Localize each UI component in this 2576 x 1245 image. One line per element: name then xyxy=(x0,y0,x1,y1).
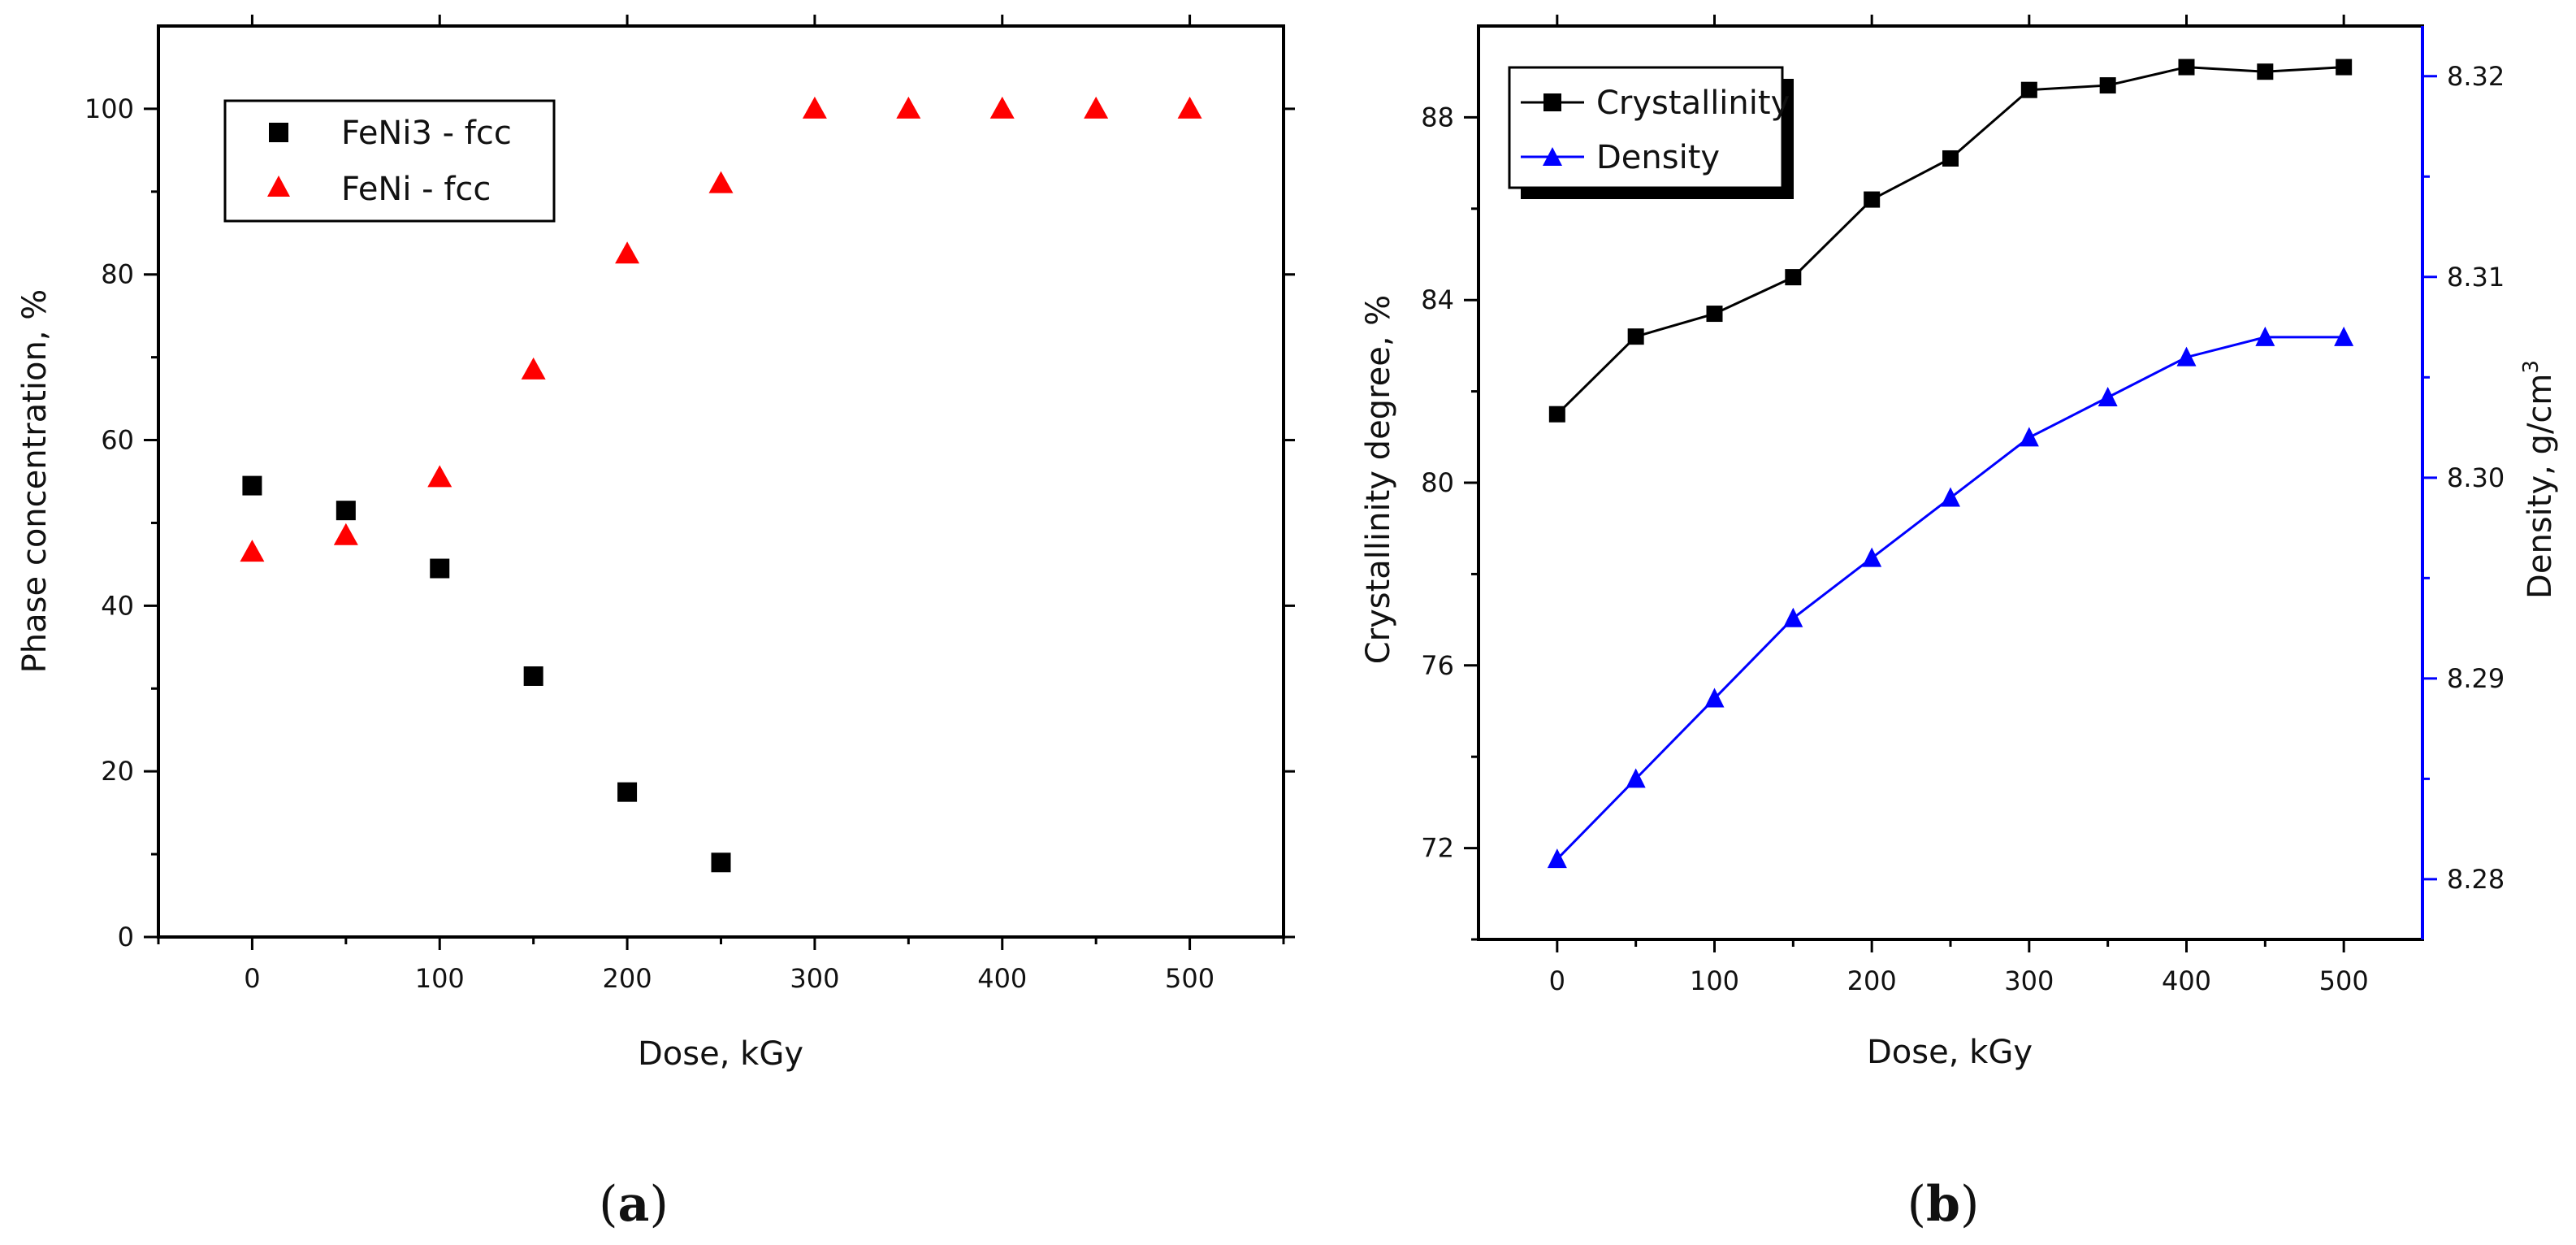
panel-b-legend-box xyxy=(1508,66,1784,189)
panel-b-legend-label-crystallinity: Crystallinity xyxy=(1596,85,1790,122)
panel-a-point-feni3 xyxy=(336,501,356,521)
panel-b-y-tick-label: 88 xyxy=(1421,102,1454,132)
panel-a-legend-label-feni3: FeNi3 - fcc xyxy=(341,115,512,152)
panel-b-point-crystallinity xyxy=(2020,81,2037,98)
panel-b-y2-tick-label: 8.31 xyxy=(2447,262,2505,293)
panel-b-y2-tick-label: 8.30 xyxy=(2447,462,2505,493)
panel-a-point-feni xyxy=(615,241,640,264)
panel-a-point-feni xyxy=(333,523,358,545)
panel-a-legend: FeNi3 - fcc FeNi - fcc xyxy=(223,99,556,223)
panel-b-point-crystallinity xyxy=(1942,150,1959,167)
panel-b-y-tick-label: 80 xyxy=(1421,467,1454,498)
panel-b-point-density xyxy=(1941,487,1960,507)
panel-a-y-tick-label: 0 xyxy=(118,922,134,952)
panel-a-y-axis-title: Phase concentration, % xyxy=(16,289,54,674)
panel-a-y-tick-label: 100 xyxy=(84,93,134,124)
panel-a-point-feni xyxy=(427,465,452,488)
panel-a-marks xyxy=(240,96,1202,873)
panel-b-point-crystallinity xyxy=(1627,328,1644,345)
panel-a-point-feni xyxy=(708,171,734,193)
panel-b-y2-tick-label: 8.28 xyxy=(2447,864,2505,895)
panel-b-y2-axis-title: Density, g/cm3 xyxy=(2519,360,2559,599)
panel-b-point-density xyxy=(1704,688,1725,708)
panel-b-y2-tick-label: 8.29 xyxy=(2447,663,2505,694)
panel-b-y-tick-label: 72 xyxy=(1421,833,1454,864)
panel-b-label-letter: b xyxy=(1926,1176,1960,1233)
panel-b-x-tick-label: 100 xyxy=(1690,965,1739,996)
panel-a-x-tick-label: 400 xyxy=(977,963,1027,994)
panel-a-legend-label-feni: FeNi - fcc xyxy=(341,171,491,208)
panel-b-y2-axis-title-text: Density, g/cm xyxy=(2522,374,2559,599)
panel-b-x-tick-label: 400 xyxy=(2162,965,2211,996)
panel-b-point-crystallinity xyxy=(1548,406,1565,423)
panel-b-x-tick-label: 300 xyxy=(2004,965,2054,996)
panel-a-label-letter: a xyxy=(618,1176,650,1233)
panel-a-label: (a) xyxy=(599,1176,669,1233)
panel-b-chart: 0 100 200 300 400 500 72 76 80 84 88 8.28 8.29 8.30 8.… xyxy=(1360,15,2559,1233)
panel-b-point-density xyxy=(2098,387,2118,407)
panel-a-point-feni3 xyxy=(242,475,262,496)
panel-a-point-feni3 xyxy=(430,558,450,579)
panel-b-y-tick-label: 84 xyxy=(1421,284,1454,315)
panel-b-point-crystallinity xyxy=(2257,63,2274,80)
panel-b-point-density xyxy=(1783,607,1803,627)
panel-a-chart: 0 100 200 300 400 500 0 20 40 60 80 100 Dose, kGy P… xyxy=(16,15,1295,1233)
panel-a-point-feni xyxy=(521,357,546,380)
panel-b-y2-tick-label: 8.32 xyxy=(2447,61,2505,92)
panel-b-point-crystallinity xyxy=(1706,306,1723,323)
panel-b-point-density xyxy=(1547,848,1567,869)
panel-a-point-feni xyxy=(1177,96,1202,119)
panel-a-legend-marker-feni3 xyxy=(269,123,288,142)
panel-a-legend-box xyxy=(223,99,556,223)
panel-b-x-tick-label: 0 xyxy=(1549,965,1565,996)
panel-a-point-feni xyxy=(1084,96,1109,119)
panel-b-point-density xyxy=(1862,547,1882,567)
panel-a-x-axis-title: Dose, kGy xyxy=(638,1035,803,1073)
panel-b-density-line xyxy=(1556,336,2344,861)
panel-b-y-tick-label: 76 xyxy=(1421,650,1454,681)
panel-b-point-crystallinity xyxy=(1864,191,1881,208)
panel-b-point-crystallinity xyxy=(2099,77,2116,94)
panel-b-legend-label-density: Density xyxy=(1596,139,1720,176)
panel-b-legend: Crystallinity Density xyxy=(1508,66,1794,199)
panel-b-point-density xyxy=(2019,427,2039,447)
panel-b-legend-marker-density xyxy=(1543,147,1562,166)
panel-b-point-density xyxy=(2255,326,2275,346)
panel-a-ticks: 0 100 200 300 400 500 0 20 40 60 80 100 xyxy=(84,15,1295,994)
panel-a-point-feni3 xyxy=(617,782,638,802)
panel-a-point-feni xyxy=(989,96,1015,119)
panel-a-point-feni3 xyxy=(711,852,731,873)
panel-a-y-tick-label: 20 xyxy=(101,756,134,787)
panel-b-y2-axis-title-superscript: 3 xyxy=(2519,360,2544,374)
panel-a-point-feni xyxy=(240,540,265,562)
panel-a-x-tick-label: 500 xyxy=(1165,963,1214,994)
panel-a-x-tick-label: 200 xyxy=(603,963,652,994)
panel-b-x-tick-label: 500 xyxy=(2319,965,2369,996)
panel-a-y-tick-label: 60 xyxy=(101,425,134,456)
panel-b-point-crystallinity xyxy=(2336,59,2353,76)
panel-b-x-axis-title: Dose, kGy xyxy=(1867,1034,2033,1071)
panel-b-legend-marker-crystallinity xyxy=(1543,93,1561,111)
panel-b-marks xyxy=(1547,59,2354,869)
panel-a-x-tick-label: 100 xyxy=(415,963,465,994)
panel-b-ticks: 0 100 200 300 400 500 72 76 80 84 88 8.28 8.29 8.30 8.… xyxy=(1421,15,2505,996)
panel-b-point-crystallinity xyxy=(1785,269,1802,286)
panel-a-y-tick-label: 40 xyxy=(101,590,134,621)
panel-a-x-tick-label: 0 xyxy=(244,963,260,994)
panel-a-y-tick-label: 80 xyxy=(101,259,134,290)
panel-b-point-density xyxy=(1626,768,1646,788)
panel-b-point-density xyxy=(2176,346,2197,367)
panel-a-legend-marker-feni xyxy=(267,176,290,197)
panel-a-x-tick-label: 300 xyxy=(790,963,839,994)
panel-b-label: (b) xyxy=(1907,1176,1980,1233)
panel-a-point-feni xyxy=(896,96,921,119)
panel-b-point-crystallinity xyxy=(2178,59,2195,76)
panel-b-x-tick-label: 200 xyxy=(1847,965,1897,996)
panel-b-point-density xyxy=(2334,326,2354,346)
panel-b-y-axis-title: Crystallinity degree, % xyxy=(1360,295,1397,665)
panel-a-point-feni xyxy=(802,96,827,119)
panel-a-point-feni3 xyxy=(523,666,543,686)
